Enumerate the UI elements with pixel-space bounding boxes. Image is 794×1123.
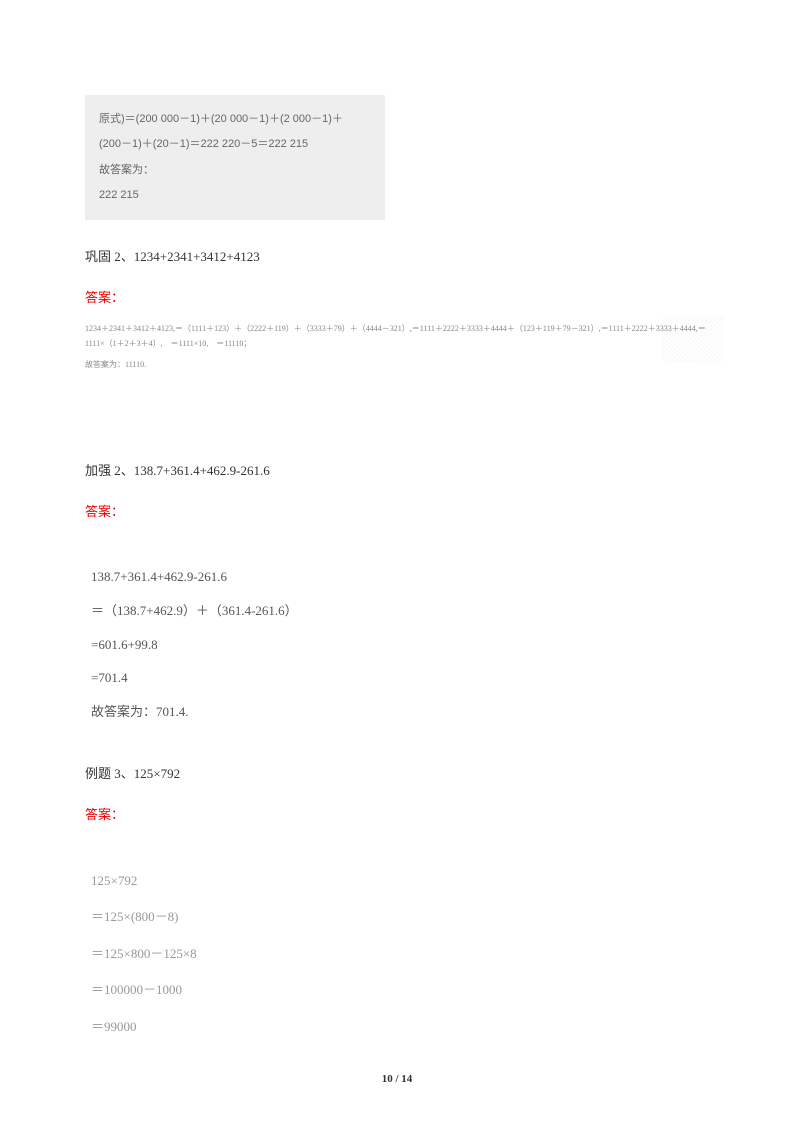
problem-title: 巩固 2、1234+2341+3412+4123	[85, 246, 709, 265]
solution-line: ＝（138.7+462.9）＋（361.4-261.6）	[91, 594, 709, 628]
solution-steps-grey: 125×792 ＝125×(800－8) ＝125×800－125×8 ＝100…	[85, 863, 709, 1045]
solution-line: ＝100000－1000	[91, 972, 709, 1008]
solution-line: 125×792	[91, 863, 709, 899]
solution-line: 故答案为：701.4.	[91, 695, 709, 729]
problem-title: 例题 3、125×792	[85, 763, 709, 782]
solution-line: =601.6+99.8	[91, 628, 709, 662]
grey-box-line: 故答案为：	[99, 158, 371, 183]
solution-line: ＝125×800－125×8	[91, 936, 709, 972]
answer-label: 答案：	[85, 287, 709, 306]
solution-line: =701.4	[91, 661, 709, 695]
page-total: 14	[401, 1073, 412, 1085]
tiny-answer-text: 故答案为：11110.	[85, 359, 709, 370]
page-number: 10 / 14	[0, 1073, 794, 1085]
answer-label: 答案：	[85, 804, 709, 823]
grey-box-line: 原式)＝(200 000－1)＋(20 000－1)＋(2 000－1)＋	[99, 107, 371, 132]
page-current: 10	[382, 1073, 393, 1085]
solution-line: ＝125×(800－8)	[91, 899, 709, 935]
grey-box-line: 222 215	[99, 183, 371, 208]
solution-grey-box: 原式)＝(200 000－1)＋(20 000－1)＋(2 000－1)＋ (2…	[85, 95, 385, 220]
solution-line: 138.7+361.4+462.9-261.6	[91, 560, 709, 594]
solution-line: ＝99000	[91, 1009, 709, 1045]
page-sep: /	[393, 1073, 402, 1085]
solution-steps: 138.7+361.4+462.9-261.6 ＝（138.7+462.9）＋（…	[85, 560, 709, 729]
answer-label: 答案：	[85, 501, 709, 520]
problem-title: 加强 2、138.7+361.4+462.9-261.6	[85, 460, 709, 479]
grey-box-line: (200－1)＋(20－1)＝222 220－5＝222 215	[99, 132, 371, 157]
tiny-solution-text: 1234＋2341＋3412＋4123,＝（1111＋123）＋（2222＋11…	[85, 322, 709, 351]
